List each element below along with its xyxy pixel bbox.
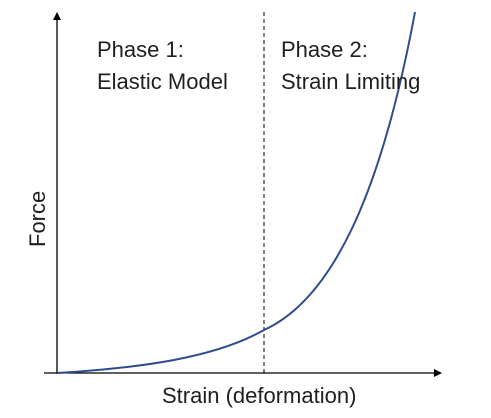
x-axis-label: Strain (deformation)	[162, 383, 356, 408]
phase1-title: Phase 1:	[97, 37, 184, 62]
phase2-title: Phase 2:	[281, 37, 368, 62]
y-axis-label: Force	[25, 191, 50, 247]
phase2-subtitle: Strain Limiting	[281, 69, 420, 94]
force-strain-curve	[56, 11, 416, 374]
phase1-subtitle: Elastic Model	[97, 69, 228, 94]
